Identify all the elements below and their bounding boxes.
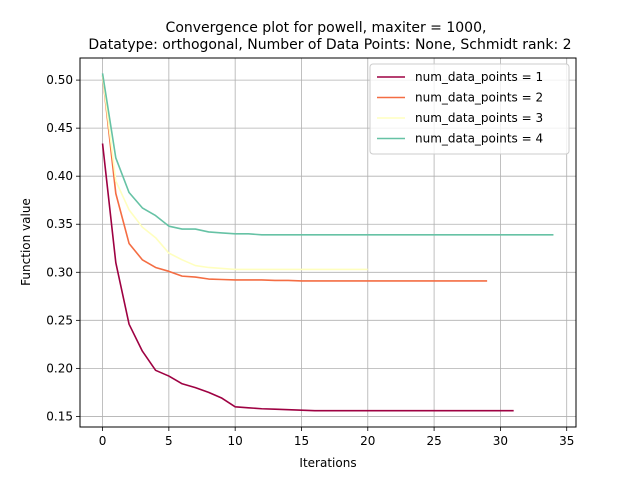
y-axis-label: Function value bbox=[19, 198, 33, 286]
legend: num_data_points = 1 num_data_points = 2 nu… bbox=[369, 63, 570, 155]
plot-frame bbox=[79, 57, 577, 428]
y-tick-label: 0.30 bbox=[46, 265, 73, 279]
x-tick-label: 30 bbox=[493, 434, 508, 448]
x-axis-label: Iterations bbox=[299, 456, 356, 470]
y-tick-label: 0.35 bbox=[46, 217, 73, 231]
y-tick-label: 0.25 bbox=[46, 313, 73, 327]
chart-title-line2: Datatype: orthogonal, Number of Data Poi… bbox=[88, 37, 571, 53]
x-tick-label: 5 bbox=[165, 434, 173, 448]
series-line-4 bbox=[101, 73, 554, 236]
chart-title-line1: Convergence plot for powell, maxiter = 1… bbox=[166, 20, 487, 36]
x-tick-label: 35 bbox=[559, 434, 574, 448]
legend-box bbox=[369, 63, 570, 155]
y-tick-label: 0.40 bbox=[46, 169, 73, 183]
y-tick-label: 0.50 bbox=[46, 73, 73, 87]
x-tick-label: 25 bbox=[426, 434, 441, 448]
y-tick-label: 0.20 bbox=[46, 361, 73, 375]
y-axis-ticks: 0.15 0.20 0.25 0.30 0.35 0.40 0.45 0.50 bbox=[46, 73, 80, 423]
series-line-1 bbox=[101, 143, 514, 412]
x-tick-label: 15 bbox=[294, 434, 309, 448]
x-tick-label: 0 bbox=[99, 434, 107, 448]
x-tick-label: 10 bbox=[228, 434, 243, 448]
y-tick-label: 0.45 bbox=[46, 121, 73, 135]
y-tick-label: 0.15 bbox=[46, 409, 73, 423]
legend-label-1: num_data_points = 1 bbox=[415, 70, 543, 84]
series-lines bbox=[101, 73, 554, 412]
x-axis-ticks: 0 5 10 15 20 25 30 35 bbox=[99, 427, 574, 448]
x-tick-label: 20 bbox=[360, 434, 375, 448]
legend-label-2: num_data_points = 2 bbox=[415, 91, 543, 105]
legend-label-3: num_data_points = 3 bbox=[415, 111, 543, 125]
series-line-3 bbox=[101, 75, 368, 271]
legend-label-4: num_data_points = 4 bbox=[415, 132, 543, 146]
series-line-2 bbox=[101, 75, 488, 282]
